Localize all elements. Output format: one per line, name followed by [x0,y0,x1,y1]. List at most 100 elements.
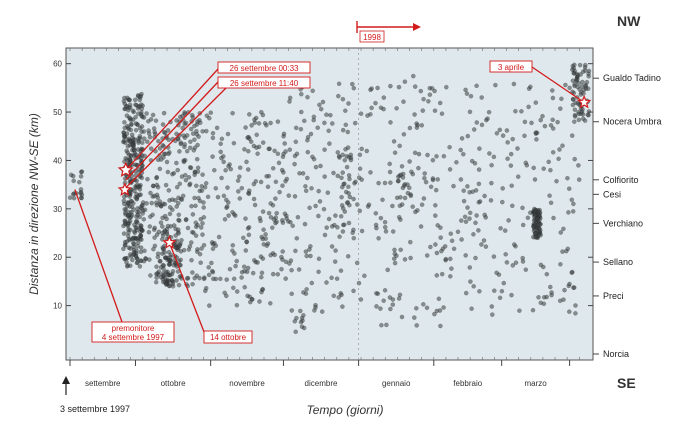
data-point [566,186,572,191]
data-point [231,276,237,282]
data-point [122,125,128,131]
data-point [182,110,187,115]
data-point [573,303,578,308]
data-point [274,210,280,216]
ev4-star [576,94,592,109]
data-point [153,279,159,285]
data-point [479,95,485,100]
data-point [122,120,127,125]
foreshock-label-text: premonitore [112,324,155,333]
data-point [137,97,143,103]
data-point [333,248,338,253]
data-point [251,143,257,149]
data-point [576,117,582,123]
data-point [301,118,307,124]
ev4-label-text: 3 aprile [498,63,525,72]
data-point [390,203,395,209]
data-point [391,139,397,144]
y-tick-label: 60 [53,60,62,69]
data-point [550,149,556,155]
data-point [210,276,216,282]
data-point [138,223,144,229]
data-point [395,174,401,180]
data-point [340,96,346,102]
x-axis-title: Tempo (giorni) [307,403,384,417]
data-point [458,147,464,153]
data-point [512,242,517,247]
data-point [381,95,387,100]
data-point [311,156,317,162]
data-point [256,144,262,150]
data-point [455,229,461,235]
data-point [482,193,487,199]
data-point [464,91,470,96]
data-point [558,106,563,111]
data-point [275,271,281,277]
data-point [193,220,199,225]
data-point [246,224,252,230]
data-point [572,119,577,124]
data-point [465,205,470,210]
data-point [230,209,235,215]
data-point [152,235,157,240]
data-point [296,267,302,272]
x-axis: settembre ottobre novembre dicembre gennaio f… [69,48,580,388]
data-point [259,234,265,240]
data-point [259,270,265,276]
data-point [517,308,522,314]
data-point [420,108,426,113]
data-point [121,246,126,252]
data-point [176,212,182,218]
data-point [402,195,408,201]
data-point [275,151,281,157]
data-point [218,141,223,147]
data-point [279,266,284,272]
data-point [121,223,126,229]
data-point [410,171,416,177]
data-point [268,120,273,126]
data-point [234,258,239,264]
data-point [130,108,136,114]
data-point [276,160,282,166]
data-point [565,175,570,181]
data-point [305,94,310,100]
data-point [230,285,236,291]
data-point [555,119,560,125]
data-point [322,120,327,126]
data-point [345,184,351,190]
data-point [164,216,169,222]
data-point [129,121,134,127]
data-point [560,143,565,148]
data-point [374,225,379,231]
data-point [524,162,530,168]
data-point [583,62,588,68]
data-point [128,127,134,133]
data-point [346,220,352,226]
data-point [366,202,372,207]
data-point [201,276,207,282]
data-point [438,225,443,230]
foreshock-leader [74,189,123,323]
x-month-label: dicembre [305,379,338,388]
data-point [310,88,316,94]
data-point [412,84,418,89]
data-point [505,156,510,161]
data-point [547,193,552,198]
data-point [502,228,508,233]
data-point [169,197,175,202]
data-point [424,253,430,258]
data-point [125,222,131,227]
data-point [165,169,171,175]
data-point [572,107,578,112]
data-point [250,270,256,276]
data-point [147,224,153,229]
data-point [175,167,180,173]
data-point [337,234,342,239]
data-point [222,290,227,296]
town-label: Colfiorito [603,175,639,185]
data-point [179,237,184,243]
data-point [318,163,323,169]
data-point [225,185,230,190]
data-point [467,109,473,115]
data-point [387,295,393,300]
